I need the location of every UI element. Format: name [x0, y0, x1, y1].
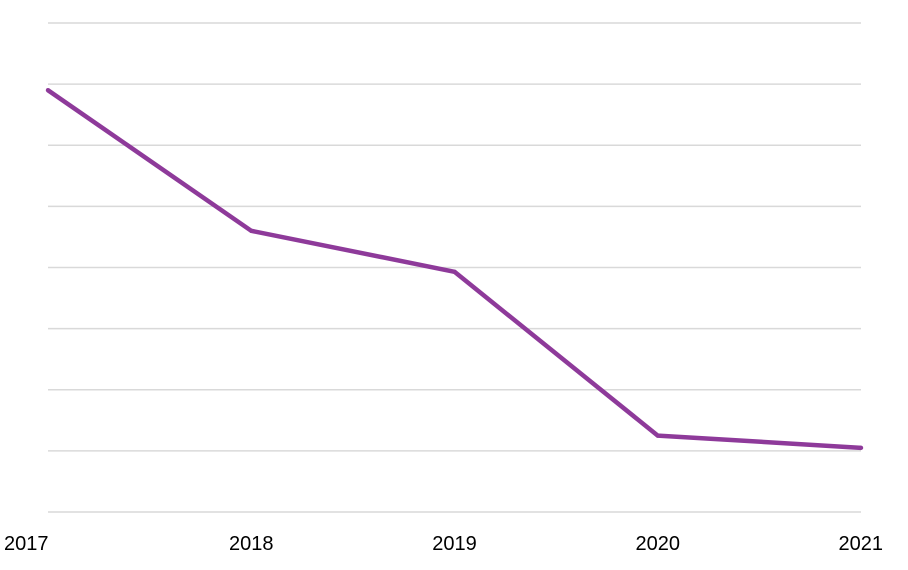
data-point [45, 88, 51, 93]
series-layer [45, 88, 864, 451]
x-tick-labels: 2017 2018 2019 2020 2021 [4, 533, 883, 555]
gridlines [48, 22, 861, 513]
data-point [655, 433, 660, 438]
series-line [46, 88, 862, 451]
x-tick-label: 2019 [432, 533, 477, 555]
data-point [858, 445, 864, 451]
x-tick-label: 2020 [636, 533, 681, 555]
data-point [249, 228, 254, 234]
x-tick-label: 2018 [229, 533, 274, 555]
x-tick-label: 2021 [839, 533, 884, 555]
data-point [452, 269, 457, 274]
x-tick-label: 2017 [4, 533, 49, 555]
